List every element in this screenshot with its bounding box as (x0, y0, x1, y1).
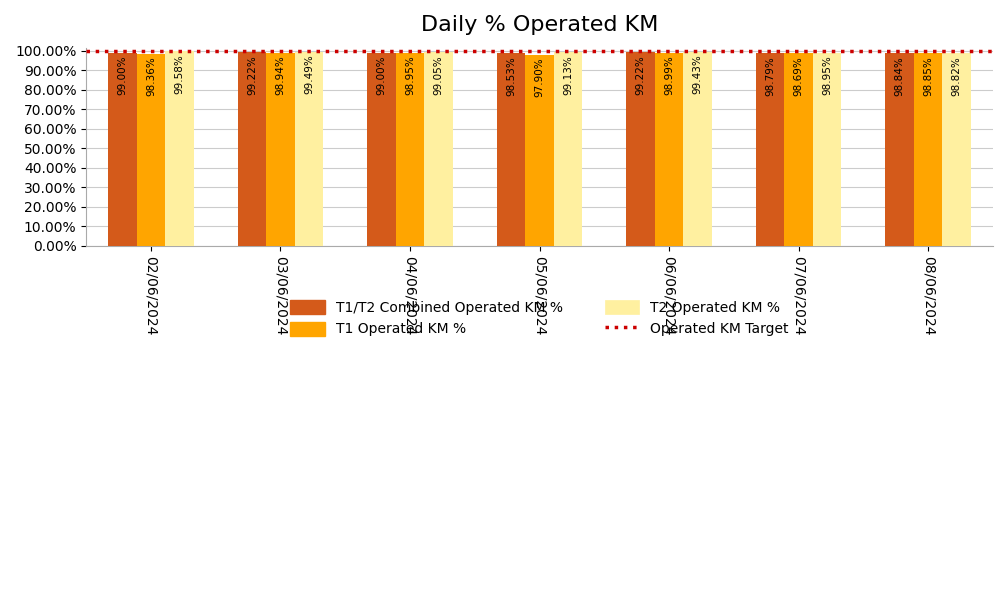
Text: 98.99%: 98.99% (664, 56, 674, 95)
Bar (238, 52, 266, 246)
Bar (266, 53, 294, 246)
Text: 99.49%: 99.49% (304, 54, 313, 94)
Bar (137, 54, 165, 246)
Bar (683, 51, 712, 246)
Text: 99.05%: 99.05% (433, 56, 444, 95)
Text: 98.36%: 98.36% (146, 57, 156, 96)
Text: 98.95%: 98.95% (823, 56, 833, 96)
Text: 98.85%: 98.85% (923, 56, 933, 96)
Text: 98.82%: 98.82% (952, 56, 962, 96)
Bar (812, 53, 842, 246)
Legend: T1/T2 Combined Operated KM %, T1 Operated KM %, T2 Operated KM %, Operated KM Ta: T1/T2 Combined Operated KM %, T1 Operate… (284, 294, 794, 342)
Text: 98.84%: 98.84% (895, 56, 905, 96)
Text: 99.00%: 99.00% (377, 56, 386, 95)
Bar (396, 53, 424, 246)
Text: 99.22%: 99.22% (636, 55, 645, 95)
Bar (914, 53, 942, 246)
Title: Daily % Operated KM: Daily % Operated KM (421, 15, 658, 35)
Text: 98.79%: 98.79% (765, 56, 775, 96)
Text: 99.13%: 99.13% (563, 55, 574, 95)
Text: 97.90%: 97.90% (534, 57, 544, 97)
Text: 99.43%: 99.43% (692, 54, 703, 94)
Bar (756, 53, 784, 246)
Bar (626, 52, 655, 246)
Bar (108, 53, 137, 246)
Bar (525, 54, 553, 246)
Bar (424, 53, 453, 246)
Text: 99.22%: 99.22% (247, 55, 257, 95)
Text: 98.69%: 98.69% (793, 56, 803, 96)
Bar (553, 52, 583, 246)
Bar (784, 53, 812, 246)
Text: 98.94%: 98.94% (275, 56, 285, 96)
Text: 99.58%: 99.58% (174, 54, 184, 94)
Text: 98.53%: 98.53% (506, 56, 516, 96)
Bar (655, 53, 683, 246)
Bar (942, 53, 971, 246)
Bar (367, 53, 396, 246)
Text: 99.00%: 99.00% (117, 56, 127, 95)
Bar (885, 53, 914, 246)
Text: 98.95%: 98.95% (405, 56, 415, 96)
Bar (165, 51, 194, 246)
Bar (497, 53, 525, 246)
Bar (294, 51, 324, 246)
